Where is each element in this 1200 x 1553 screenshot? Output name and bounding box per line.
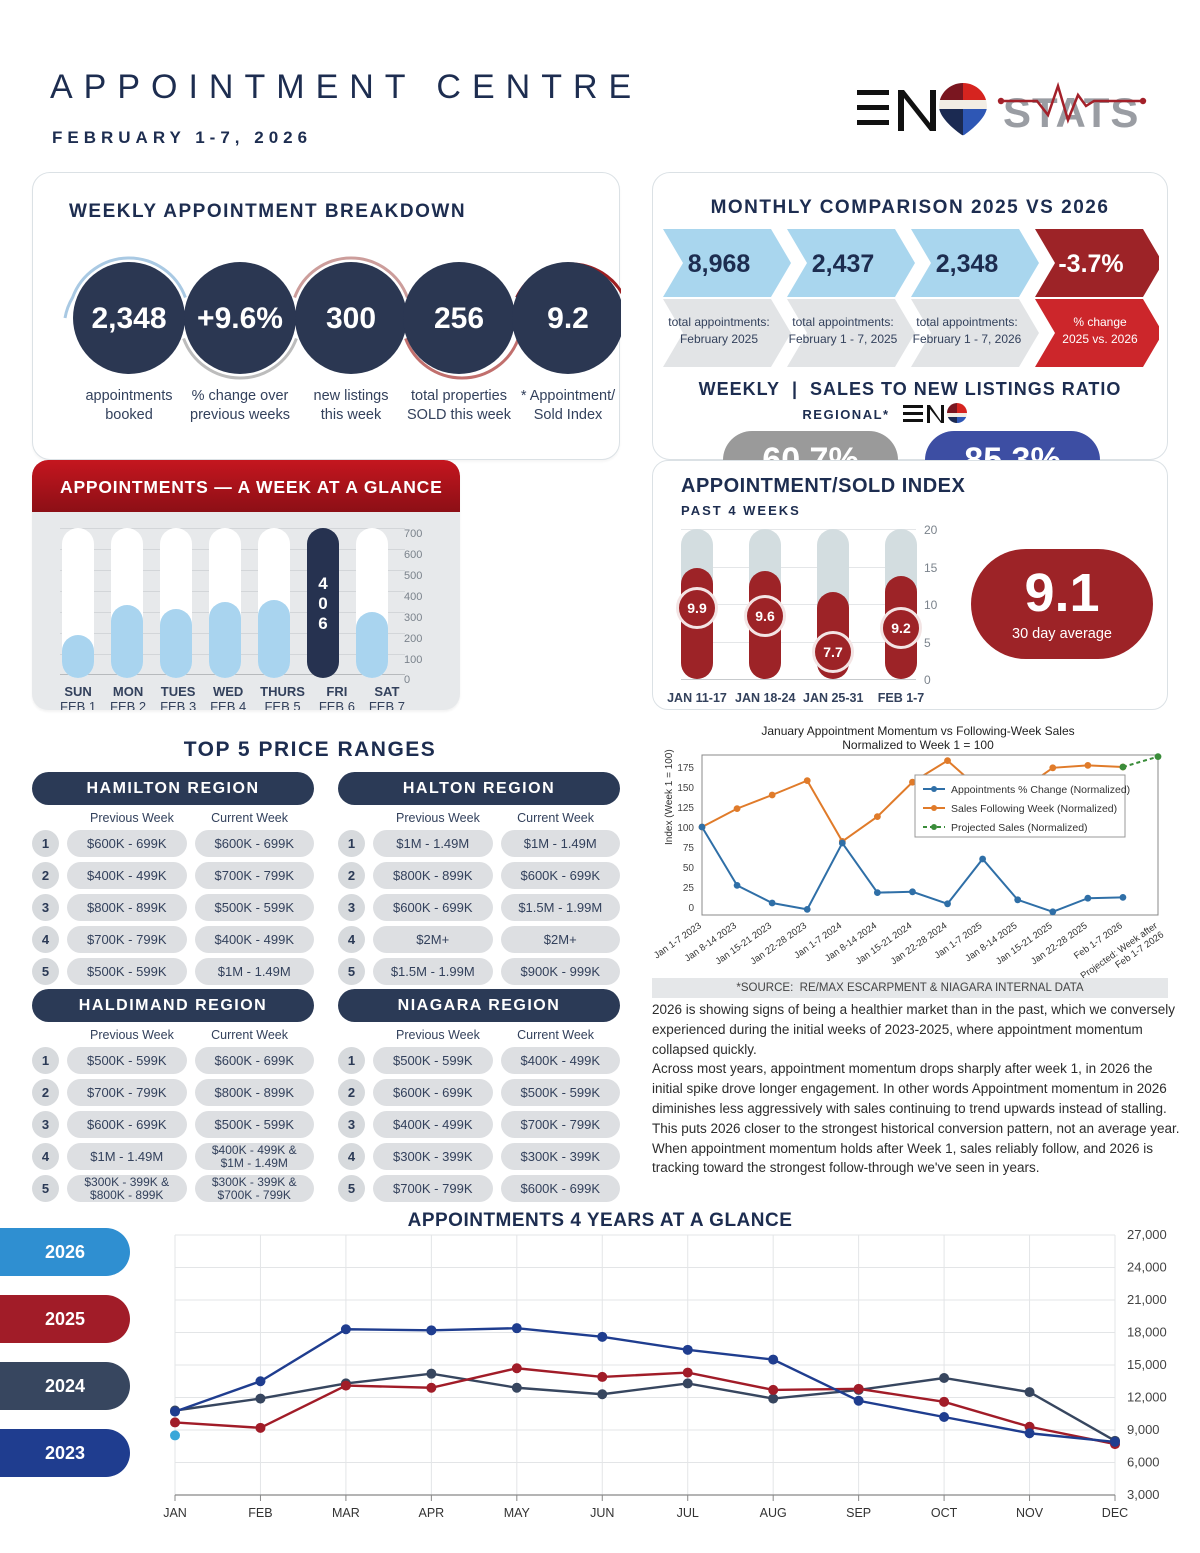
svg-text:JUN: JUN: [590, 1506, 614, 1520]
svg-text:150: 150: [677, 783, 694, 794]
svg-text:JAN: JAN: [163, 1506, 187, 1520]
svg-text:-3.7%: -3.7%: [1058, 250, 1123, 278]
svg-text:50: 50: [683, 863, 695, 874]
svg-text:February 1 - 7, 2025: February 1 - 7, 2025: [789, 332, 898, 346]
svg-text:6,000: 6,000: [1127, 1455, 1160, 1470]
svg-text:NOV: NOV: [1016, 1506, 1044, 1520]
svg-text:MAY: MAY: [504, 1506, 531, 1520]
svg-text:booked: booked: [105, 407, 153, 423]
svg-text:% change over: % change over: [192, 388, 289, 404]
svg-text:OCT: OCT: [931, 1506, 958, 1520]
svg-text:2,437: 2,437: [812, 250, 875, 278]
svg-text:175: 175: [677, 763, 694, 774]
svg-text:appointments: appointments: [85, 388, 172, 404]
svg-text:AUG: AUG: [760, 1506, 787, 1520]
svg-text:Projected Sales (Normalized): Projected Sales (Normalized): [951, 822, 1088, 834]
svg-text:21,000: 21,000: [1127, 1292, 1167, 1307]
svg-text:SOLD this week: SOLD this week: [407, 407, 512, 423]
svg-text:total appointments:: total appointments:: [668, 315, 769, 329]
svg-text:APR: APR: [419, 1506, 445, 1520]
svg-text:Appointments % Change (Normali: Appointments % Change (Normalized): [951, 784, 1130, 796]
svg-text:total appointments:: total appointments:: [916, 315, 1017, 329]
svg-text:February 2025: February 2025: [680, 332, 758, 346]
svg-text:75: 75: [683, 843, 695, 854]
svg-text:27,000: 27,000: [1127, 1227, 1167, 1242]
svg-text:total properties: total properties: [411, 388, 507, 404]
svg-text:+9.6%: +9.6%: [197, 302, 283, 335]
svg-text:256: 256: [434, 302, 484, 335]
svg-text:24,000: 24,000: [1127, 1260, 1167, 1275]
svg-text:February 1 - 7, 2026: February 1 - 7, 2026: [913, 332, 1022, 346]
svg-text:8,968: 8,968: [688, 250, 751, 278]
svg-text:Sales Following Week (Normaliz: Sales Following Week (Normalized): [951, 803, 1117, 815]
svg-text:12,000: 12,000: [1127, 1390, 1167, 1405]
svg-text:3,000: 3,000: [1127, 1487, 1160, 1502]
svg-text:DEC: DEC: [1102, 1506, 1128, 1520]
svg-text:0: 0: [688, 903, 694, 914]
svg-text:SEP: SEP: [846, 1506, 871, 1520]
svg-text:9,000: 9,000: [1127, 1422, 1160, 1437]
svg-text:9.2: 9.2: [547, 302, 589, 335]
svg-text:15,000: 15,000: [1127, 1357, 1167, 1372]
svg-text:100: 100: [677, 823, 694, 834]
svg-text:18,000: 18,000: [1127, 1325, 1167, 1340]
svg-text:Sold Index: Sold Index: [534, 407, 603, 423]
svg-text:125: 125: [677, 803, 694, 814]
svg-text:25: 25: [683, 883, 695, 894]
svg-text:previous weeks: previous weeks: [190, 407, 290, 423]
svg-text:% change: % change: [1073, 315, 1127, 329]
svg-text:300: 300: [326, 302, 376, 335]
svg-text:2,348: 2,348: [936, 250, 999, 278]
svg-text:JUL: JUL: [677, 1506, 699, 1520]
svg-text:* Appointment/: * Appointment/: [521, 388, 616, 404]
svg-text:Index (Week 1 = 100): Index (Week 1 = 100): [664, 749, 675, 845]
svg-text:FEB: FEB: [248, 1506, 272, 1520]
svg-text:2025 vs. 2026: 2025 vs. 2026: [1062, 332, 1138, 346]
svg-text:2,348: 2,348: [91, 302, 166, 335]
svg-text:new listings: new listings: [314, 388, 389, 404]
svg-text:this week: this week: [321, 407, 382, 423]
svg-text:total appointments:: total appointments:: [792, 315, 893, 329]
svg-text:MAR: MAR: [332, 1506, 360, 1520]
